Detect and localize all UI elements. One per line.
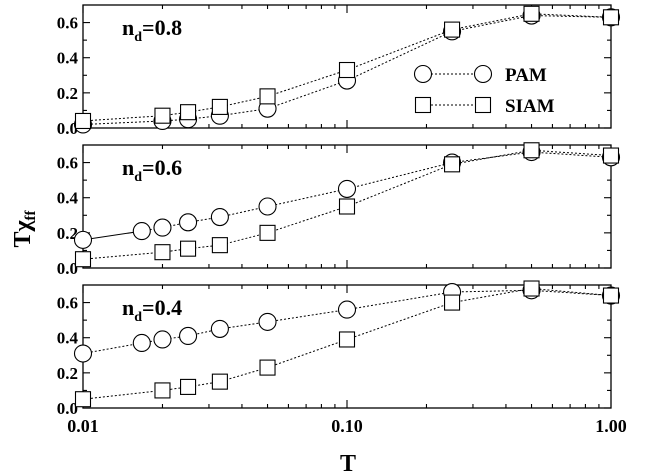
legend: PAM SIAM: [413, 64, 555, 117]
series-line: [82, 149, 612, 260]
data-point-square: [259, 359, 276, 376]
series-line: [82, 289, 612, 355]
data-point-square: [259, 88, 276, 105]
y-tick-label: 0.6: [57, 154, 78, 173]
data-point-square: [444, 156, 461, 173]
panel-2: 0.0 0.2 0.4 0.6 nd=0.6: [57, 142, 621, 278]
data-point-square: [74, 391, 92, 408]
y-axis-label-sub: ff: [23, 209, 39, 220]
x-axis-label: T: [340, 451, 356, 475]
data-point-square: [180, 104, 197, 121]
y-tick-label: 0.2: [57, 84, 78, 103]
legend-marker-square: [474, 96, 492, 114]
panel-label-value: =0.8: [142, 15, 182, 40]
data-point-circle: [179, 213, 198, 232]
data-point-square: [523, 142, 540, 159]
data-point-circle: [179, 326, 198, 346]
data-point-square: [180, 378, 197, 395]
panel-label-main: n: [122, 155, 134, 180]
data-point-circle: [132, 222, 151, 241]
data-point-square: [602, 147, 620, 164]
panel-label-main: n: [122, 295, 134, 320]
legend-label: PAM: [505, 65, 547, 86]
data-point-square: [523, 280, 540, 297]
series-siam: [74, 142, 620, 268]
data-point-circle: [210, 207, 229, 227]
x-tick-label: 0.01: [67, 416, 99, 436]
data-point-square: [338, 331, 356, 348]
data-point-circle: [337, 179, 357, 198]
y-tick-label: 0.0: [57, 259, 78, 278]
y-tick-label: 0.6: [57, 14, 78, 33]
legend-label: SIAM: [505, 96, 555, 117]
panel-label: nd=0.4: [122, 295, 182, 325]
data-point-circle: [153, 218, 172, 237]
y-tick-label: 0.2: [57, 224, 78, 243]
series-siam: [74, 5, 620, 130]
x-tick-labels: 0.01 0.10 1.00: [67, 416, 627, 436]
panels-group: 0.00.20.40.6 nd=0.80.00.20.40.6 nd=0.60.00…: [57, 4, 627, 436]
series-line: [82, 13, 612, 122]
data-point-square: [259, 224, 276, 241]
data-point-square: [154, 107, 171, 124]
legend-marker-circle: [473, 64, 493, 84]
panel-label: nd=0.8: [122, 15, 182, 45]
y-axis-label: Tχff: [10, 209, 39, 247]
data-point-circle: [210, 319, 229, 338]
data-point-circle: [258, 312, 277, 331]
legend-marker-square: [414, 96, 432, 114]
x-tick-label: 1.00: [595, 416, 627, 436]
data-point-square: [154, 244, 171, 261]
y-tick-label: 0.4: [57, 49, 79, 68]
panel-1: 0.0 0.2 0.4 0.6 nd=0.8: [57, 4, 621, 138]
data-point-square: [338, 61, 356, 79]
data-point-square: [211, 98, 228, 115]
data-point-circle: [258, 197, 277, 216]
data-point-square: [180, 240, 197, 257]
legend-marker-circle: [413, 64, 433, 84]
panel-3: 0.0 0.2 0.4 0.6 nd=0.4: [57, 280, 621, 418]
legend-entry-pam: PAM: [413, 64, 547, 86]
series-line: [82, 288, 612, 400]
series-line: [82, 230, 142, 241]
data-point-square: [444, 294, 461, 311]
y-axis-label-main: Tχ: [10, 220, 36, 248]
panel-label-value: =0.4: [142, 295, 182, 320]
data-point-square: [602, 287, 620, 304]
x-tick-label: 0.10: [331, 416, 363, 436]
data-point-circle: [73, 344, 93, 363]
data-point-square: [211, 373, 228, 390]
legend-entry-siam: SIAM: [414, 96, 555, 117]
panel-label-sub: d: [134, 170, 142, 185]
panel-label-main: n: [122, 15, 134, 40]
y-tick-label: 0.6: [57, 294, 78, 313]
panel-label-sub: d: [134, 30, 142, 45]
y-tick-label: 0.2: [57, 364, 78, 383]
panel-label: nd=0.6: [122, 155, 182, 185]
data-point-square: [74, 112, 92, 130]
data-point-square: [444, 21, 461, 38]
svg-text:Tχff: Tχff: [10, 209, 39, 247]
data-point-square: [602, 9, 620, 26]
data-point-square: [211, 237, 228, 254]
data-point-circle: [73, 230, 93, 249]
data-point-square: [523, 5, 540, 22]
data-point-circle: [153, 330, 172, 349]
data-point-circle: [132, 333, 151, 353]
y-tick-label: 0.4: [57, 189, 79, 208]
data-point-square: [338, 198, 356, 215]
data-point-square: [154, 382, 171, 399]
panel-label-value: =0.6: [142, 155, 182, 180]
panel-label-sub: d: [134, 310, 142, 325]
y-tick-label: 0.4: [57, 329, 79, 348]
data-point-circle: [337, 300, 357, 319]
series-siam: [74, 280, 620, 408]
data-point-square: [74, 251, 92, 268]
y-tick-label: 0.0: [57, 399, 78, 418]
y-tick-label: 0.0: [57, 119, 78, 138]
